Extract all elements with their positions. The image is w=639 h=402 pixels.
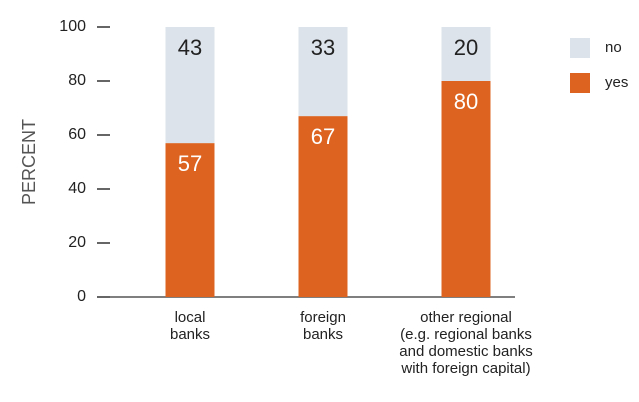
x-tick-label: banks [303,326,343,343]
x-tick-label: (e.g. regional banks [400,326,532,343]
value-label: 57 [178,151,202,176]
bar-segment [298,116,348,297]
x-tick-label: other regional [420,309,512,326]
x-tick-label: banks [170,326,210,343]
bar-segment [298,27,348,117]
bar-segment [441,81,491,297]
x-tick-label: foreign [300,309,346,326]
x-tick-label: with foreign capital) [400,360,530,377]
bar-segment [165,27,215,144]
x-tick-label: local [175,309,206,326]
value-label: 20 [454,35,478,60]
x-tick-label: and domestic banks [399,343,532,360]
legend-label: no [605,39,622,56]
y-tick-label: 40 [68,180,86,197]
value-label: 33 [311,35,335,60]
value-label: 43 [178,35,202,60]
y-axis-label: PERCENT [19,119,39,205]
legend-label: yes [605,74,628,91]
y-tick-label: 60 [68,126,86,143]
y-tick-label: 0 [77,288,86,305]
bar-segment [165,143,215,297]
legend-swatch [570,38,590,58]
value-label: 67 [311,124,335,149]
value-label: 80 [454,89,478,114]
y-tick-label: 20 [68,234,86,251]
y-tick-label: 80 [68,72,86,89]
bar-segment [441,27,491,81]
legend-swatch [570,73,590,93]
y-tick-label: 100 [59,18,86,35]
